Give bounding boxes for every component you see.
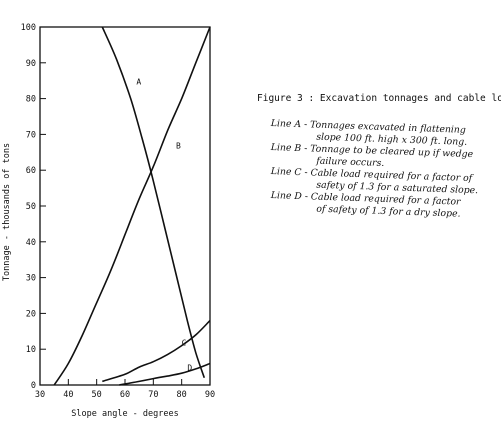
- x-tick-label-4: 70: [148, 390, 158, 400]
- x-tick-label-3: 60: [120, 390, 130, 400]
- labels-layer: A B C D: [136, 77, 192, 372]
- x-tick-label-0: 30: [35, 390, 45, 400]
- x-tick-label-6: 90: [205, 390, 215, 400]
- series-label-b: B: [176, 142, 181, 151]
- y-tick-label-10: 100: [21, 23, 36, 33]
- series-label-a: A: [136, 77, 141, 86]
- y-axis-label: Tonnage - thousands of tons: [2, 143, 12, 281]
- x-tick-label-2: 50: [92, 390, 102, 400]
- y-tick-label-0: 0: [31, 381, 36, 391]
- ticks-layer: 0 10 20 30 40 50 60 70 80 90 100 30 40 50 60 70 80 90: [21, 23, 215, 400]
- series-line-b: [53, 26, 211, 386]
- caption-title: Figure 3 : Excavation tonnages and cable…: [257, 93, 501, 104]
- x-tick-label-1: 40: [63, 390, 73, 400]
- series-label-d: D: [187, 364, 192, 373]
- y-tick-label-8: 80: [26, 95, 36, 105]
- x-tick-label-5: 80: [177, 390, 187, 400]
- y-tick-label-5: 50: [26, 202, 36, 212]
- y-tick-label-6: 60: [26, 166, 36, 176]
- y-tick-label-3: 30: [26, 274, 36, 284]
- y-tick-label-4: 40: [26, 238, 36, 248]
- figure-caption: Figure 3 : Excavation tonnages and cable…: [257, 93, 501, 219]
- plot-frame: [39, 26, 211, 386]
- series-label-c: C: [182, 339, 187, 348]
- series-layer: [53, 26, 211, 386]
- y-tick-label-9: 90: [26, 59, 36, 69]
- y-tick-label-7: 70: [26, 130, 36, 140]
- series-line-d: [119, 362, 211, 386]
- y-tick-label-2: 20: [26, 309, 36, 319]
- x-axis-label: Slope angle - degrees: [71, 409, 178, 419]
- y-tick-label-1: 10: [26, 345, 36, 355]
- series-line-c: [102, 320, 211, 383]
- chart: 0 10 20 30 40 50 60 70 80 90 100 30 40 50 60 70 80 90 A B C…: [2, 23, 215, 419]
